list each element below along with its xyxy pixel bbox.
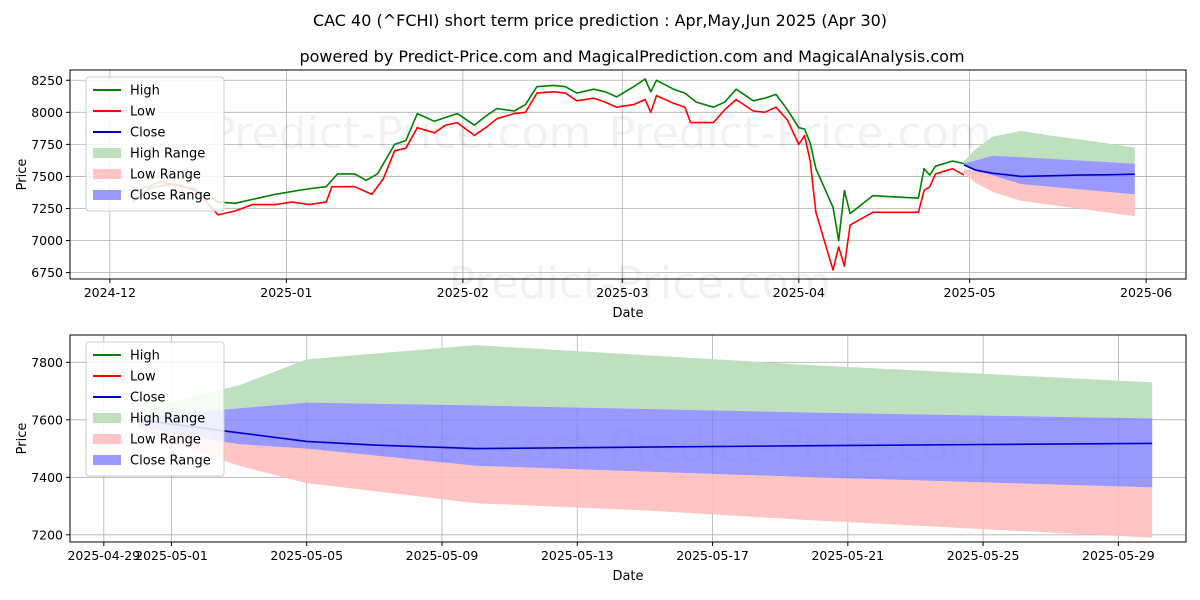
x-tick-label: 2025-04 [773, 285, 825, 300]
x-tick-label: 2025-05-01 [135, 548, 208, 563]
legend: High Low Close High Range Low Range Close Ran… [85, 76, 225, 212]
x-tick-label: 2025-05 [944, 285, 996, 300]
watermark-text: Predict-Price.com [209, 108, 592, 159]
high-range-band [963, 130, 1135, 164]
y-tick-label: 7000 [31, 233, 63, 248]
legend-label: Low Range [130, 168, 201, 183]
legend-swatch [93, 455, 121, 465]
legend-swatch [93, 169, 121, 179]
high-range-band [137, 345, 1153, 419]
close-line [963, 164, 1135, 178]
legend-label: High Range [130, 147, 205, 162]
y-axis-label: Price [15, 159, 30, 191]
legend-label: Close Range [130, 189, 211, 204]
y-tick-label: 6750 [31, 265, 63, 280]
y-tick-label: 7750 [31, 137, 63, 152]
y-tick-label: 7600 [31, 412, 63, 427]
legend-label: Close Range [130, 454, 211, 469]
x-tick-label: 2025-05-09 [406, 548, 479, 563]
x-tick-label: 2025-02 [437, 285, 489, 300]
y-tick-label: 8000 [31, 105, 63, 120]
x-tick-label: 2025-06 [1120, 285, 1172, 300]
x-tick-label: 2025-05-05 [270, 548, 343, 563]
chart-subtitle: powered by Predict-Price.com and Magical… [299, 47, 964, 66]
x-tick-label: 2025-01 [260, 285, 312, 300]
x-tick-label: 2025-05-13 [541, 548, 614, 563]
legend-swatch [93, 413, 121, 423]
y-tick-label: 8250 [31, 73, 63, 88]
high-line [132, 78, 965, 242]
x-tick-label: 2025-05-17 [676, 548, 749, 563]
legend-label: Low [130, 105, 156, 120]
y-tick-label: 7500 [31, 169, 63, 184]
axes-frame [69, 334, 1187, 543]
chart-title: CAC 40 (^FCHI) short term price predicti… [313, 11, 887, 30]
x-tick-label: 2025-04-29 [67, 548, 140, 563]
x-tick-label: 2025-05-25 [947, 548, 1020, 563]
close-range-band [137, 402, 1153, 488]
watermark-text: Predict-Price.com [449, 258, 832, 309]
legend-label: High [130, 84, 160, 99]
top-panel: Predict-Price.com Predict-Price.com Predic… [15, 69, 1187, 321]
low-range-band [963, 168, 1135, 217]
y-tick-label: 7800 [31, 355, 63, 370]
legend-label: Low [130, 370, 156, 385]
low-line [132, 91, 965, 271]
x-tick-label: 2024-12 [84, 285, 136, 300]
legend-label: Low Range [130, 433, 201, 448]
y-tick-label: 7250 [31, 201, 63, 216]
y-tick-label: 7400 [31, 470, 63, 485]
x-tick-label: 2025-03 [596, 285, 648, 300]
legend-label: High Range [130, 412, 205, 427]
legend-swatch [93, 190, 121, 200]
x-tick-label: 2025-05-29 [1082, 548, 1155, 563]
legend-swatch [93, 148, 121, 158]
axes-frame [69, 69, 1187, 280]
legend-label: Close [130, 126, 165, 141]
y-axis-label: Price [15, 423, 30, 455]
legend-swatch [93, 434, 121, 444]
y-tick-label: 7200 [31, 527, 63, 542]
legend: High Low Close High Range Low Range Close Ran… [85, 341, 225, 477]
watermark-text: Predict-Price.com [609, 108, 992, 159]
legend-label: High [130, 349, 160, 364]
x-axis-label: Date [612, 569, 643, 584]
legend-label: Close [130, 391, 165, 406]
x-axis-label: Date [612, 306, 643, 321]
bottom-panel: Predict-Price.comPredict-Price.com2025-0… [15, 334, 1187, 584]
x-tick-label: 2025-05-21 [811, 548, 884, 563]
low-range-band [137, 425, 1153, 538]
